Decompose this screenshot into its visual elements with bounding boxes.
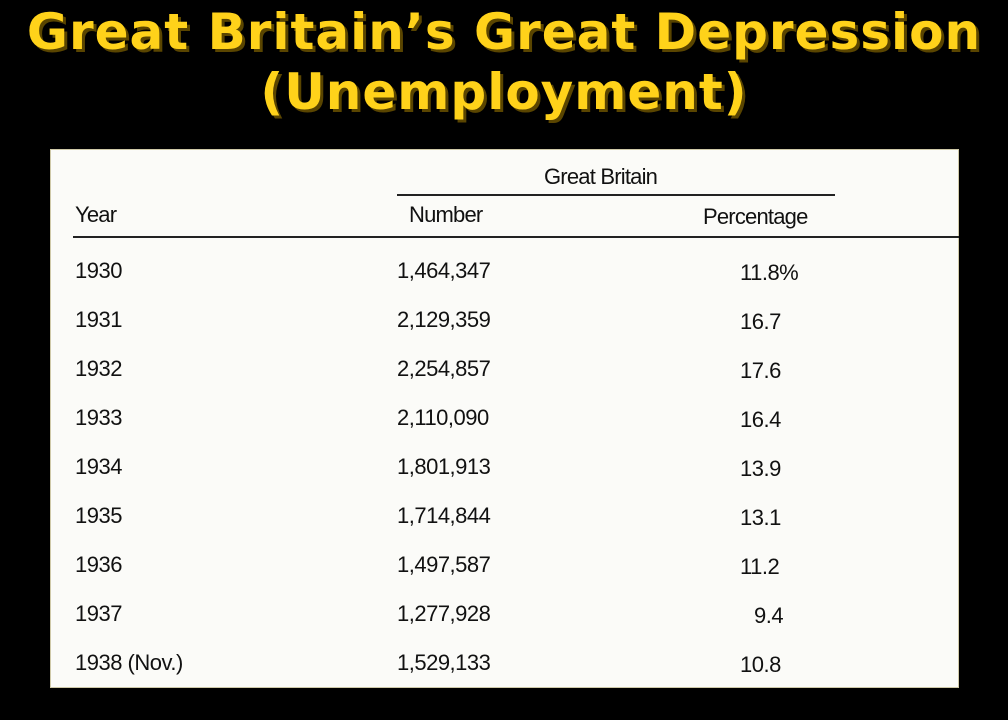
table-body: 1930 1,464,347 11.8% 1931 2,129,359 16.7…	[51, 150, 958, 687]
table-row: 1938 (Nov.) 1,529,133 10.8	[51, 650, 958, 698]
slide-title-line-2: (Unemployment)	[260, 63, 748, 121]
column-header-percentage: Percentage	[703, 204, 808, 229]
cell-percentage: 16.4	[740, 407, 781, 432]
table-row: 1936 1,497,587 11.2	[51, 552, 958, 600]
cell-year: 1937	[75, 601, 122, 626]
table-row: 1931 2,129,359 16.7	[51, 307, 958, 355]
cell-percentage: 17.6	[740, 358, 781, 383]
cell-number: 1,464,347	[397, 258, 491, 283]
cell-percentage: 13.1	[740, 505, 781, 530]
table-row: 1932 2,254,857 17.6	[51, 356, 958, 404]
table-row: 1934 1,801,913 13.9	[51, 454, 958, 502]
cell-percentage: 13.9	[740, 456, 781, 481]
column-header-year: Year	[75, 202, 117, 227]
cell-percentage: 11.8%	[740, 260, 799, 285]
cell-year: 1934	[75, 454, 122, 479]
table-row: 1930 1,464,347 11.8%	[51, 258, 958, 306]
cell-percentage: 16.7	[740, 309, 781, 334]
cell-number: 1,714,844	[397, 503, 491, 528]
table-row: 1935 1,714,844 13.1	[51, 503, 958, 551]
slide-title-line-1: Great Britain’s Great Depression	[26, 3, 982, 61]
cell-number: 1,497,587	[397, 552, 491, 577]
unemployment-table: Great Britain Year Number Percentage 193…	[50, 149, 959, 688]
cell-number: 2,129,359	[397, 307, 491, 332]
cell-percentage: 11.2	[740, 554, 780, 579]
table-row: 1937 1,277,928 9.4	[51, 601, 958, 649]
slide-title: Great Britain’s Great Depression (Unempl…	[0, 2, 1008, 122]
cell-number: 1,277,928	[397, 601, 491, 626]
cell-year: 1936	[75, 552, 122, 577]
cell-year: 1930	[75, 258, 122, 283]
cell-year: 1931	[75, 307, 122, 332]
cell-year: 1935	[75, 503, 122, 528]
cell-year: 1932	[75, 356, 122, 381]
cell-number: 2,110,090	[397, 405, 489, 430]
cell-number: 2,254,857	[397, 356, 491, 381]
header-rule	[73, 236, 959, 238]
cell-number: 1,529,133	[397, 650, 491, 675]
cell-percentage: 10.8	[740, 652, 781, 677]
cell-number: 1,801,913	[397, 454, 491, 479]
cell-year: 1938 (Nov.)	[75, 650, 183, 675]
cell-percentage: 9.4	[754, 603, 784, 628]
group-header-great-britain: Great Britain	[544, 164, 658, 189]
column-header-number: Number	[409, 202, 483, 227]
table-row: 1933 2,110,090 16.4	[51, 405, 958, 453]
group-header-rule	[397, 194, 835, 196]
cell-year: 1933	[75, 405, 122, 430]
